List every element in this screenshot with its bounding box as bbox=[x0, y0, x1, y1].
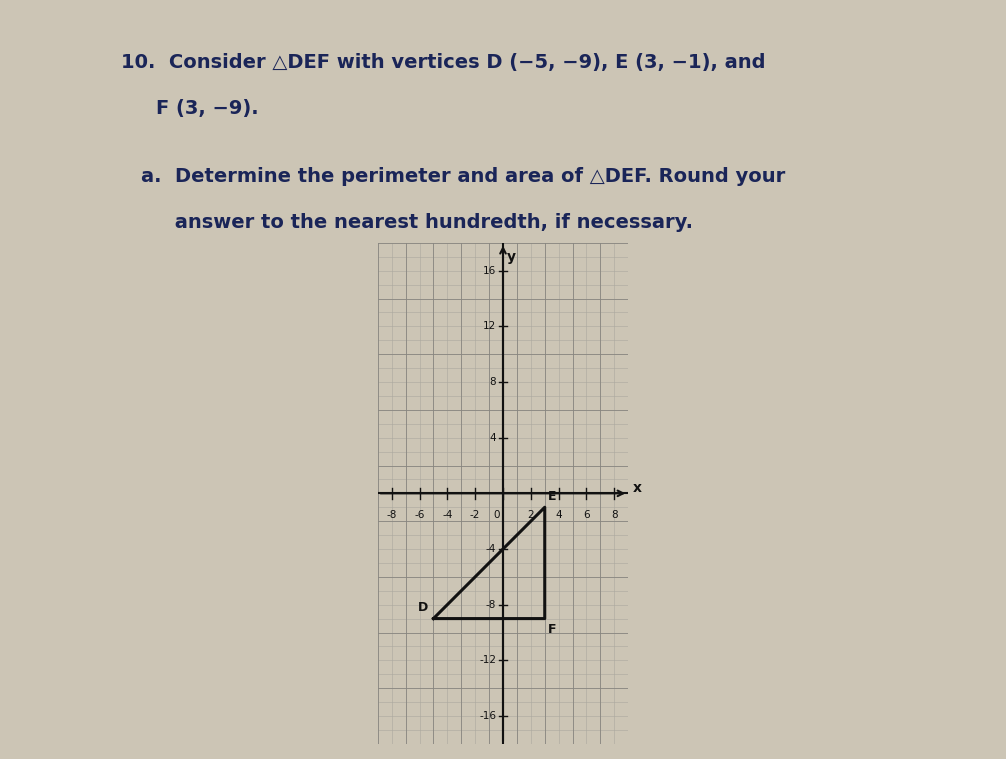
Text: -16: -16 bbox=[479, 711, 496, 721]
Text: -2: -2 bbox=[470, 510, 480, 520]
Text: a.  Determine the perimeter and area of △DEF. Round your: a. Determine the perimeter and area of △… bbox=[141, 167, 785, 186]
Text: 4: 4 bbox=[555, 510, 562, 520]
Text: -8: -8 bbox=[486, 600, 496, 609]
Text: 8: 8 bbox=[489, 377, 496, 387]
Text: 0: 0 bbox=[494, 510, 500, 520]
Text: 2: 2 bbox=[527, 510, 534, 520]
Text: E: E bbox=[547, 490, 556, 503]
Text: answer to the nearest hundredth, if necessary.: answer to the nearest hundredth, if nece… bbox=[141, 213, 693, 231]
Text: D: D bbox=[417, 601, 428, 615]
Text: 4: 4 bbox=[489, 433, 496, 442]
Text: F: F bbox=[547, 622, 556, 636]
Text: F (3, −9).: F (3, −9). bbox=[156, 99, 259, 118]
Text: y: y bbox=[507, 250, 516, 264]
Text: 12: 12 bbox=[483, 321, 496, 332]
Text: -8: -8 bbox=[386, 510, 397, 520]
Text: 10.  Consider △DEF with vertices D (−5, −9), E (3, −1), and: 10. Consider △DEF with vertices D (−5, −… bbox=[121, 53, 766, 72]
Text: -4: -4 bbox=[443, 510, 453, 520]
Text: -6: -6 bbox=[414, 510, 425, 520]
Text: 6: 6 bbox=[583, 510, 590, 520]
Text: -12: -12 bbox=[479, 655, 496, 666]
Text: 8: 8 bbox=[611, 510, 618, 520]
Text: x: x bbox=[633, 480, 642, 495]
Text: -4: -4 bbox=[486, 544, 496, 554]
Text: 16: 16 bbox=[483, 266, 496, 276]
